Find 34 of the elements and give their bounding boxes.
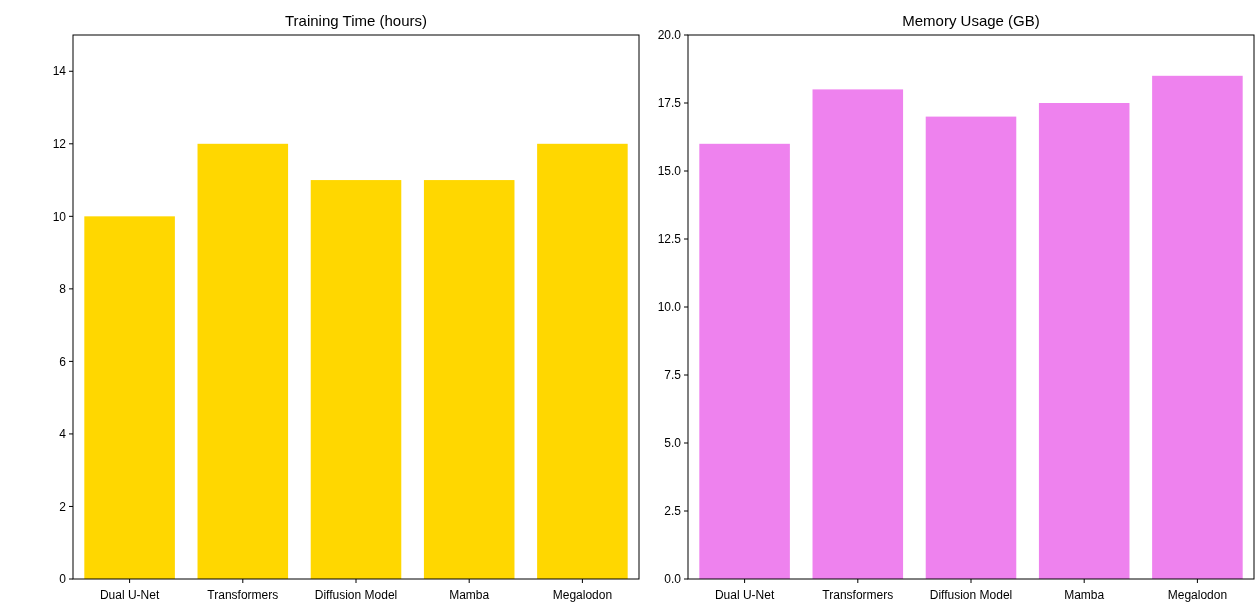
x-tick-label: Transformers bbox=[822, 588, 894, 602]
x-tick-label: Mamba bbox=[1064, 588, 1105, 602]
y-tick-label: 12.5 bbox=[657, 232, 682, 247]
y-tick-label: 6 bbox=[59, 354, 67, 369]
x-tick-label: Mamba bbox=[449, 588, 490, 602]
x-tick-label: Transformers bbox=[207, 588, 279, 602]
chart-title: Memory Usage (GB) bbox=[902, 12, 1040, 29]
x-tick-label: Megalodon bbox=[1167, 588, 1228, 602]
y-tick-label: 10.0 bbox=[657, 300, 682, 315]
bar bbox=[1152, 75, 1243, 579]
y-tick-label: 10 bbox=[52, 209, 67, 224]
y-tick-label: 0.0 bbox=[664, 572, 682, 587]
y-tick-label: 2 bbox=[59, 499, 67, 514]
y-tick-label: 7.5 bbox=[664, 368, 682, 383]
y-tick-label: 5.0 bbox=[664, 436, 682, 451]
bar bbox=[925, 116, 1017, 579]
bar bbox=[812, 89, 904, 579]
y-tick-label: 17.5 bbox=[657, 96, 682, 111]
x-tick-label: Dual U-Net bbox=[99, 588, 160, 602]
y-tick-label: 4 bbox=[59, 427, 67, 442]
bar bbox=[1038, 103, 1130, 579]
y-tick-label: 14 bbox=[52, 64, 67, 79]
y-tick-label: 12 bbox=[52, 137, 67, 151]
y-tick-label: 2.5 bbox=[664, 504, 682, 519]
y-tick-label: 15.0 bbox=[657, 164, 682, 179]
chart-title: Training Time (hours) bbox=[285, 12, 427, 29]
y-tick-label: 0 bbox=[59, 572, 67, 587]
bar bbox=[699, 143, 790, 579]
y-tick-label: 20.0 bbox=[657, 28, 682, 43]
y-tick-label: 8 bbox=[59, 282, 67, 297]
x-tick-label: Dual U-Net bbox=[714, 588, 775, 602]
x-tick-label: Megalodon bbox=[552, 588, 613, 602]
x-tick-label: Diffusion Model bbox=[929, 588, 1013, 602]
x-tick-label: Diffusion Model bbox=[314, 588, 398, 602]
